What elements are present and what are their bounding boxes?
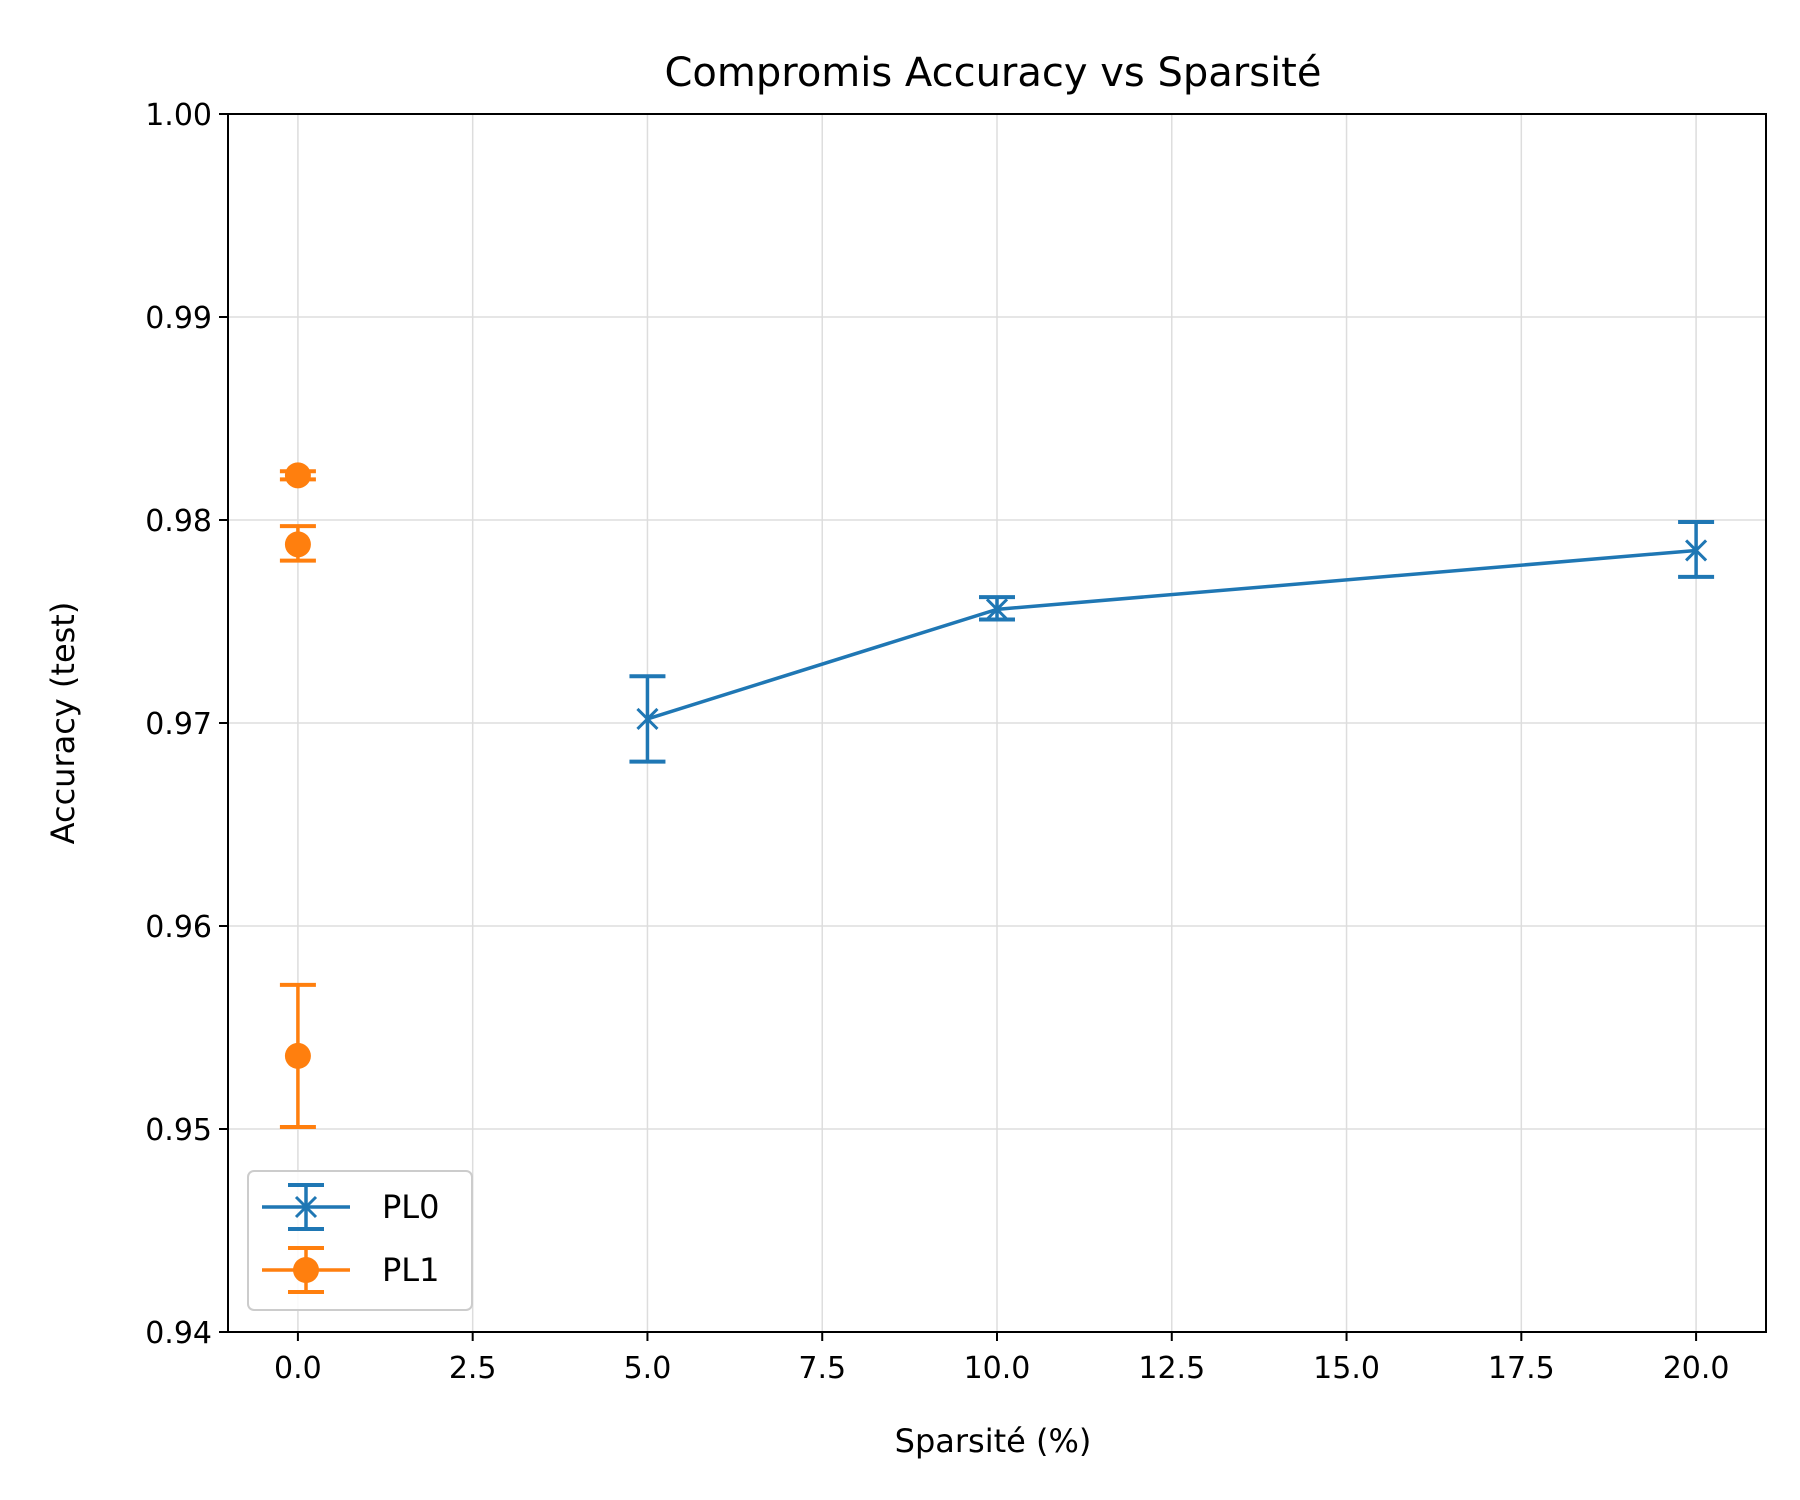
marker-stroke — [636, 707, 659, 731]
x-tick-label: 7.5 — [798, 1351, 846, 1386]
legend-label: PL1 — [382, 1251, 439, 1289]
y-tick-label: 0.95 — [145, 1113, 212, 1148]
legend: PL0 PL1 — [247, 1170, 473, 1311]
y-tick-label: 1.00 — [145, 98, 212, 133]
x-tick-label: 17.5 — [1488, 1351, 1555, 1386]
data-point-pl1 — [284, 462, 311, 489]
data-point-pl0 — [636, 707, 659, 731]
legend-label: PL0 — [382, 1188, 439, 1226]
y-tick-label: 0.94 — [145, 1316, 212, 1351]
x-axis-label: Sparsité (%) — [895, 1422, 1092, 1460]
x-tick-label: 0.0 — [274, 1351, 322, 1386]
marker-stroke — [294, 1195, 318, 1219]
marker-stroke — [985, 598, 1009, 621]
legend-marker — [293, 1257, 319, 1283]
ticks: 0.0 2.5 5.0 7.5 10.0 12.5 15.0 17.5 20.0 0.94 0.95… — [145, 98, 1729, 1386]
legend-entry-pl0: PL0 — [262, 1183, 439, 1231]
legend-marker — [294, 1195, 318, 1219]
y-tick-label: 0.99 — [145, 301, 212, 336]
data-point-pl0 — [985, 598, 1009, 621]
x-tick-label: 15.0 — [1313, 1351, 1380, 1386]
x-tick-label: 20.0 — [1663, 1351, 1730, 1386]
chart-title: Compromis Accuracy vs Sparsité — [665, 50, 1322, 96]
data-point-pl1 — [284, 531, 311, 558]
data-point-pl0 — [1685, 539, 1708, 562]
y-axis-label: Accuracy (test) — [44, 602, 82, 845]
y-tick-label: 0.96 — [145, 910, 212, 945]
x-tick-label: 5.0 — [624, 1351, 672, 1386]
y-tick-label: 0.98 — [145, 504, 212, 539]
marker-stroke — [1685, 539, 1708, 562]
data-point-pl1 — [284, 1042, 311, 1069]
legend-entry-pl1: PL1 — [262, 1246, 439, 1294]
x-tick-label: 10.0 — [964, 1351, 1031, 1386]
plot-frame — [227, 113, 1767, 1333]
x-tick-label: 12.5 — [1138, 1351, 1205, 1386]
series-layer — [279, 462, 1715, 1129]
series-pl0 — [629, 520, 1715, 764]
x-tick-label: 2.5 — [449, 1351, 497, 1386]
series-pl1 — [279, 462, 316, 1129]
y-tick-label: 0.97 — [145, 707, 212, 742]
